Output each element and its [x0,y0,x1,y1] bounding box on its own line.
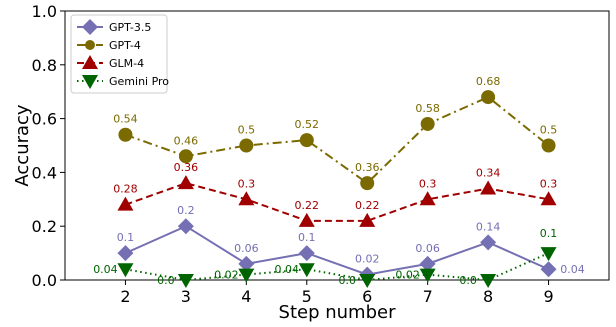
data-label-gpt-3-5: 0.02 [355,253,380,266]
data-point-glm-4 [540,191,557,206]
y-axis-title: Accuracy [12,104,33,187]
data-label-glm-4: 0.22 [355,199,380,212]
series-line-gpt-3-5 [125,225,549,276]
data-point-glm-4 [359,212,376,227]
data-point-glm-4 [298,212,315,227]
data-point-gpt-3-5 [480,234,497,251]
data-label-gemini-pro: 0.02 [214,269,239,282]
y-tick-label: 0.0 [32,271,57,290]
data-label-gpt-3-5: 0.1 [117,231,135,244]
data-point-gpt-4 [178,149,193,164]
data-label-gpt-4: 0.54 [113,113,138,126]
data-label-gpt-3-5: 0.06 [415,242,440,255]
data-point-glm-4 [419,191,436,206]
x-tick-label: 9 [543,287,553,306]
data-point-gemini-pro [419,268,436,283]
data-point-glm-4 [177,175,194,190]
x-tick-label: 8 [483,287,493,306]
data-point-gemini-pro [298,263,315,278]
data-point-glm-4 [238,191,255,206]
data-label-glm-4: 0.3 [419,177,437,190]
series-line-gpt-4 [125,95,550,185]
data-point-gemini-pro [480,274,497,288]
x-tick-label: 2 [120,287,130,306]
x-tick-label: 4 [241,287,251,306]
data-point-gpt-3-5 [540,261,557,278]
plot-frame [64,10,610,281]
data-point-gpt-4 [299,133,314,148]
data-point-gpt-3-5 [238,255,255,272]
data-label-gpt-4: 0.5 [238,124,256,137]
data-point-gemini-pro [540,247,557,262]
data-point-gpt-3-5 [419,255,436,272]
x-tick-label: 3 [181,287,191,306]
series-line-glm-4 [125,182,549,222]
y-tick-label: 0.2 [32,217,57,236]
data-label-glm-4: 0.3 [238,177,256,190]
data-point-glm-4 [480,180,497,195]
data-point-gemini-pro [177,274,194,288]
data-label-gpt-4: 0.68 [476,75,501,88]
data-label-gpt-3-5: 0.14 [476,220,501,233]
legend-marker-gpt-3-5 [82,19,98,35]
data-label-glm-4: 0.3 [540,177,558,190]
data-point-gpt-4 [420,116,435,131]
y-tick-label: 0.8 [32,56,57,75]
data-point-gpt-3-5 [177,218,194,235]
x-tick-label: 5 [302,287,312,306]
data-label-gemini-pro: 0.0 [157,274,175,287]
data-label-gpt-4: 0.5 [540,124,558,137]
data-point-gpt-3-5 [298,245,315,262]
legend-marker-gpt-4 [85,40,95,50]
data-label-gpt-3-5: 0.04 [560,263,585,276]
legend-marker-glm-4 [82,55,98,69]
data-label-gpt-3-5: 0.2 [177,204,195,217]
legend-marker-gemini-pro [82,75,98,89]
data-label-gpt-4: 0.52 [295,118,320,131]
y-tick-label: 0.6 [32,110,57,129]
legend-label-gpt-3-5: GPT-3.5 [109,21,151,34]
data-point-gpt-4 [118,127,133,142]
legend-label-gemini-pro: Gemini Pro [109,75,169,88]
data-point-gemini-pro [117,263,134,278]
data-point-gemini-pro [238,268,255,283]
data-label-gemini-pro: 0.04 [93,263,118,276]
data-point-gpt-4 [360,176,375,191]
data-label-gpt-4: 0.36 [355,161,380,174]
series-line-gemini-pro [125,252,549,282]
data-label-glm-4: 0.28 [113,183,138,196]
legend-label-glm-4: GLM-4 [109,57,144,70]
data-label-gemini-pro: 0.02 [395,269,420,282]
data-point-gpt-4 [541,138,556,153]
data-label-gpt-4: 0.58 [415,102,440,115]
data-point-gemini-pro [359,274,376,288]
data-label-glm-4: 0.34 [476,167,501,180]
data-label-gemini-pro: 0.04 [275,263,300,276]
legend-box [70,14,168,94]
data-label-gemini-pro: 0.0 [459,274,477,287]
data-label-gpt-3-5: 0.06 [234,242,259,255]
data-label-glm-4: 0.36 [174,161,199,174]
x-tick-label: 7 [423,287,433,306]
legend-label-gpt-4: GPT-4 [109,39,141,52]
data-label-gpt-3-5: 0.1 [298,231,316,244]
data-point-gpt-4 [481,90,496,105]
y-tick-label: 1.0 [32,2,57,21]
data-label-glm-4: 0.22 [295,199,320,212]
data-point-glm-4 [117,196,134,211]
data-label-gemini-pro: 0.0 [338,274,356,287]
data-point-gpt-3-5 [117,245,134,262]
data-point-gpt-4 [239,138,254,153]
data-label-gpt-4: 0.46 [174,134,199,147]
x-tick-label: 6 [362,287,372,306]
y-tick-label: 0.4 [32,163,57,182]
data-label-gemini-pro: 0.1 [540,227,558,240]
x-axis-title: Step number [279,302,397,323]
